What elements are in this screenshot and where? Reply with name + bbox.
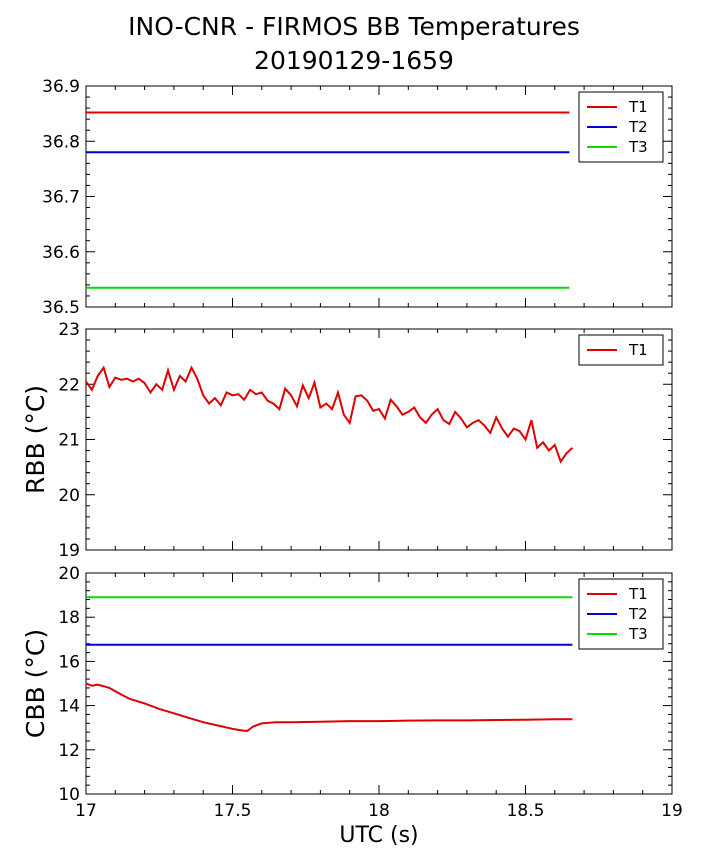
series-line-t1 bbox=[85, 682, 573, 733]
legend-label-t1: T1 bbox=[628, 341, 648, 359]
y-axis-label: RBB (°C) bbox=[21, 385, 50, 494]
series-line-t1 bbox=[85, 365, 574, 464]
legend-label-t2: T2 bbox=[628, 118, 648, 136]
x-tick-label: 19 bbox=[661, 801, 683, 821]
x-tick-label: 18.5 bbox=[507, 801, 545, 821]
y-tick-label: 14 bbox=[58, 697, 80, 717]
legend: T1 bbox=[578, 334, 664, 366]
x-axis-label: UTC (s) bbox=[339, 823, 418, 848]
legend-label-t1: T1 bbox=[628, 98, 648, 116]
y-tick-label: 10 bbox=[58, 785, 80, 805]
legend-label-t3: T3 bbox=[628, 625, 648, 643]
legend-label-t1: T1 bbox=[628, 585, 648, 603]
y-tick-label: 36.6 bbox=[42, 243, 80, 263]
y-tick-label: 18 bbox=[58, 608, 80, 628]
y-tick-label: 16 bbox=[58, 652, 80, 672]
panel-2: 19 20 21 22 23 RBB (°C) T1 bbox=[21, 320, 673, 561]
y-tick-label: 36.9 bbox=[42, 77, 80, 97]
y-tick-label: 20 bbox=[58, 564, 80, 584]
y-tick-label: 19 bbox=[58, 541, 80, 561]
y-tick-label: 12 bbox=[58, 741, 80, 761]
y-tick-label: 36.7 bbox=[42, 188, 80, 208]
panel-1: 36.5 36.6 36.7 36.8 36.9 T1 T2 T3 bbox=[42, 77, 673, 318]
y-tick-label: 21 bbox=[58, 431, 80, 451]
legend: T1 T2 T3 bbox=[578, 578, 664, 650]
x-tick-label: 18 bbox=[368, 801, 390, 821]
y-tick-label: 22 bbox=[58, 375, 80, 395]
y-tick-label: 23 bbox=[58, 320, 80, 340]
chart-title-line-1: INO-CNR - FIRMOS BB Temperatures bbox=[128, 12, 580, 41]
x-tick-label: 17 bbox=[75, 801, 97, 821]
legend: T1 T2 T3 bbox=[578, 91, 664, 163]
y-tick-label: 36.8 bbox=[42, 132, 80, 152]
panel-3: 17 17.5 18 18.5 19 10 12 14 16 18 20 CBB (°C) UTC (s… bbox=[21, 564, 683, 848]
legend-label-t3: T3 bbox=[628, 138, 648, 156]
y-tick-label: 20 bbox=[58, 486, 80, 506]
y-axis-label: CBB (°C) bbox=[21, 629, 50, 738]
y-tick-label: 36.5 bbox=[42, 298, 80, 318]
legend-label-t2: T2 bbox=[628, 605, 648, 623]
x-tick-label: 17.5 bbox=[214, 801, 252, 821]
chart-title-line-2: 20190129-1659 bbox=[254, 46, 454, 75]
